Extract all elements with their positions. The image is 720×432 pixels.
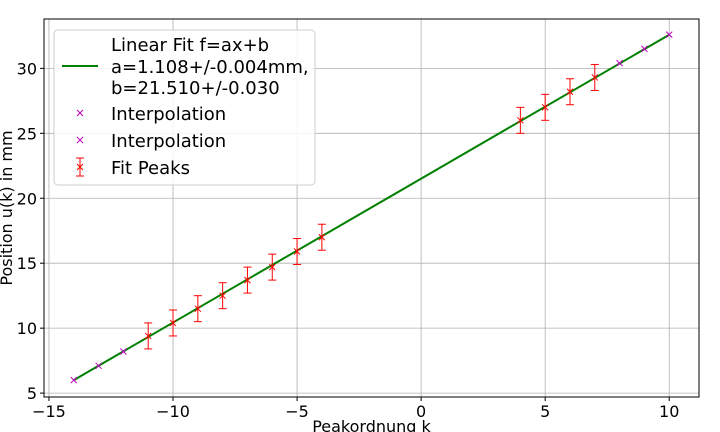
x-tick-label: 0 [416, 402, 426, 421]
legend: Linear Fit f=ax+b a=1.108+/-0.004mm, b=2… [53, 29, 316, 186]
legend-fit-peaks-marker [76, 157, 84, 177]
data-point [219, 292, 226, 300]
data-point [591, 74, 599, 81]
data-point [70, 376, 78, 384]
data-point [144, 332, 152, 340]
legend-interpolation-2-marker [76, 136, 84, 144]
plot-frame [43, 18, 700, 398]
x-marker-stroke [566, 88, 574, 96]
x-marker-stroke [541, 103, 549, 111]
x-marker-stroke [616, 59, 623, 67]
x-marker-stroke [665, 31, 673, 38]
x-tick-label: 10 [659, 402, 679, 421]
legend-interpolation-2-label: Interpolation [111, 131, 226, 152]
legend-fit-peaks-label: Fit Peaks [111, 158, 190, 179]
x-marker-stroke [76, 136, 84, 144]
x-tick-label: −10 [156, 402, 190, 421]
y-axis-label: Position u(k) in mm [0, 130, 16, 285]
data-point [120, 348, 127, 355]
axis-ticks: −15 −10 −5 0 5 10 5 10 15 20 25 30 [17, 59, 680, 421]
x-marker-stroke [268, 263, 276, 271]
legend-x-marker [76, 109, 84, 117]
legend-fit-label-line-2: a=1.108+/-0.004mm, [111, 57, 309, 78]
y-tick-label: 5 [27, 384, 37, 403]
x-tick-label: 5 [540, 402, 550, 421]
x-tick-label: −15 [32, 402, 66, 421]
y-tick-label: 30 [17, 59, 37, 78]
data-point [641, 45, 648, 53]
y-tick-label: 20 [17, 189, 37, 208]
x-marker-stroke [76, 163, 84, 171]
x-marker-stroke [641, 45, 648, 53]
x-marker-stroke [144, 332, 152, 340]
x-marker-stroke [517, 116, 524, 124]
x-marker-stroke [591, 74, 599, 81]
x-marker-stroke [293, 248, 301, 255]
data-point [616, 59, 623, 67]
x-marker-stroke [76, 109, 84, 117]
data-point [95, 362, 102, 370]
legend-fit-label-line-3: b=21.510+/-0.030 [111, 78, 280, 99]
x-axis-label: Peakordnung k [312, 417, 431, 432]
data-point [169, 319, 177, 327]
x-marker-stroke [244, 276, 251, 284]
x-marker-stroke [318, 233, 326, 241]
data-point [541, 103, 549, 111]
x-marker-stroke [95, 362, 102, 370]
data-points-layer [70, 31, 673, 384]
x-tick-label: −5 [285, 402, 309, 421]
data-point [293, 248, 301, 255]
data-point [566, 88, 574, 96]
data-point [194, 305, 202, 313]
y-tick-label: 10 [17, 319, 37, 338]
data-point [318, 233, 326, 241]
legend-interpolation-1-marker [76, 109, 84, 117]
data-point [517, 116, 524, 124]
x-marker-stroke [169, 319, 177, 327]
data-point [665, 31, 673, 38]
y-tick-label: 25 [17, 124, 37, 143]
legend-box [53, 29, 316, 186]
x-marker-stroke [219, 292, 226, 300]
legend-x-marker [76, 136, 84, 144]
legend-x-marker [76, 163, 84, 171]
legend-fit-label-line-1: Linear Fit f=ax+b [111, 35, 269, 56]
x-marker-stroke [194, 305, 202, 313]
data-point [268, 263, 276, 271]
y-tick-label: 15 [17, 254, 37, 273]
x-marker-stroke [120, 348, 127, 355]
data-point [244, 276, 251, 284]
legend-interpolation-1-label: Interpolation [111, 104, 226, 125]
x-marker-stroke [70, 376, 78, 384]
